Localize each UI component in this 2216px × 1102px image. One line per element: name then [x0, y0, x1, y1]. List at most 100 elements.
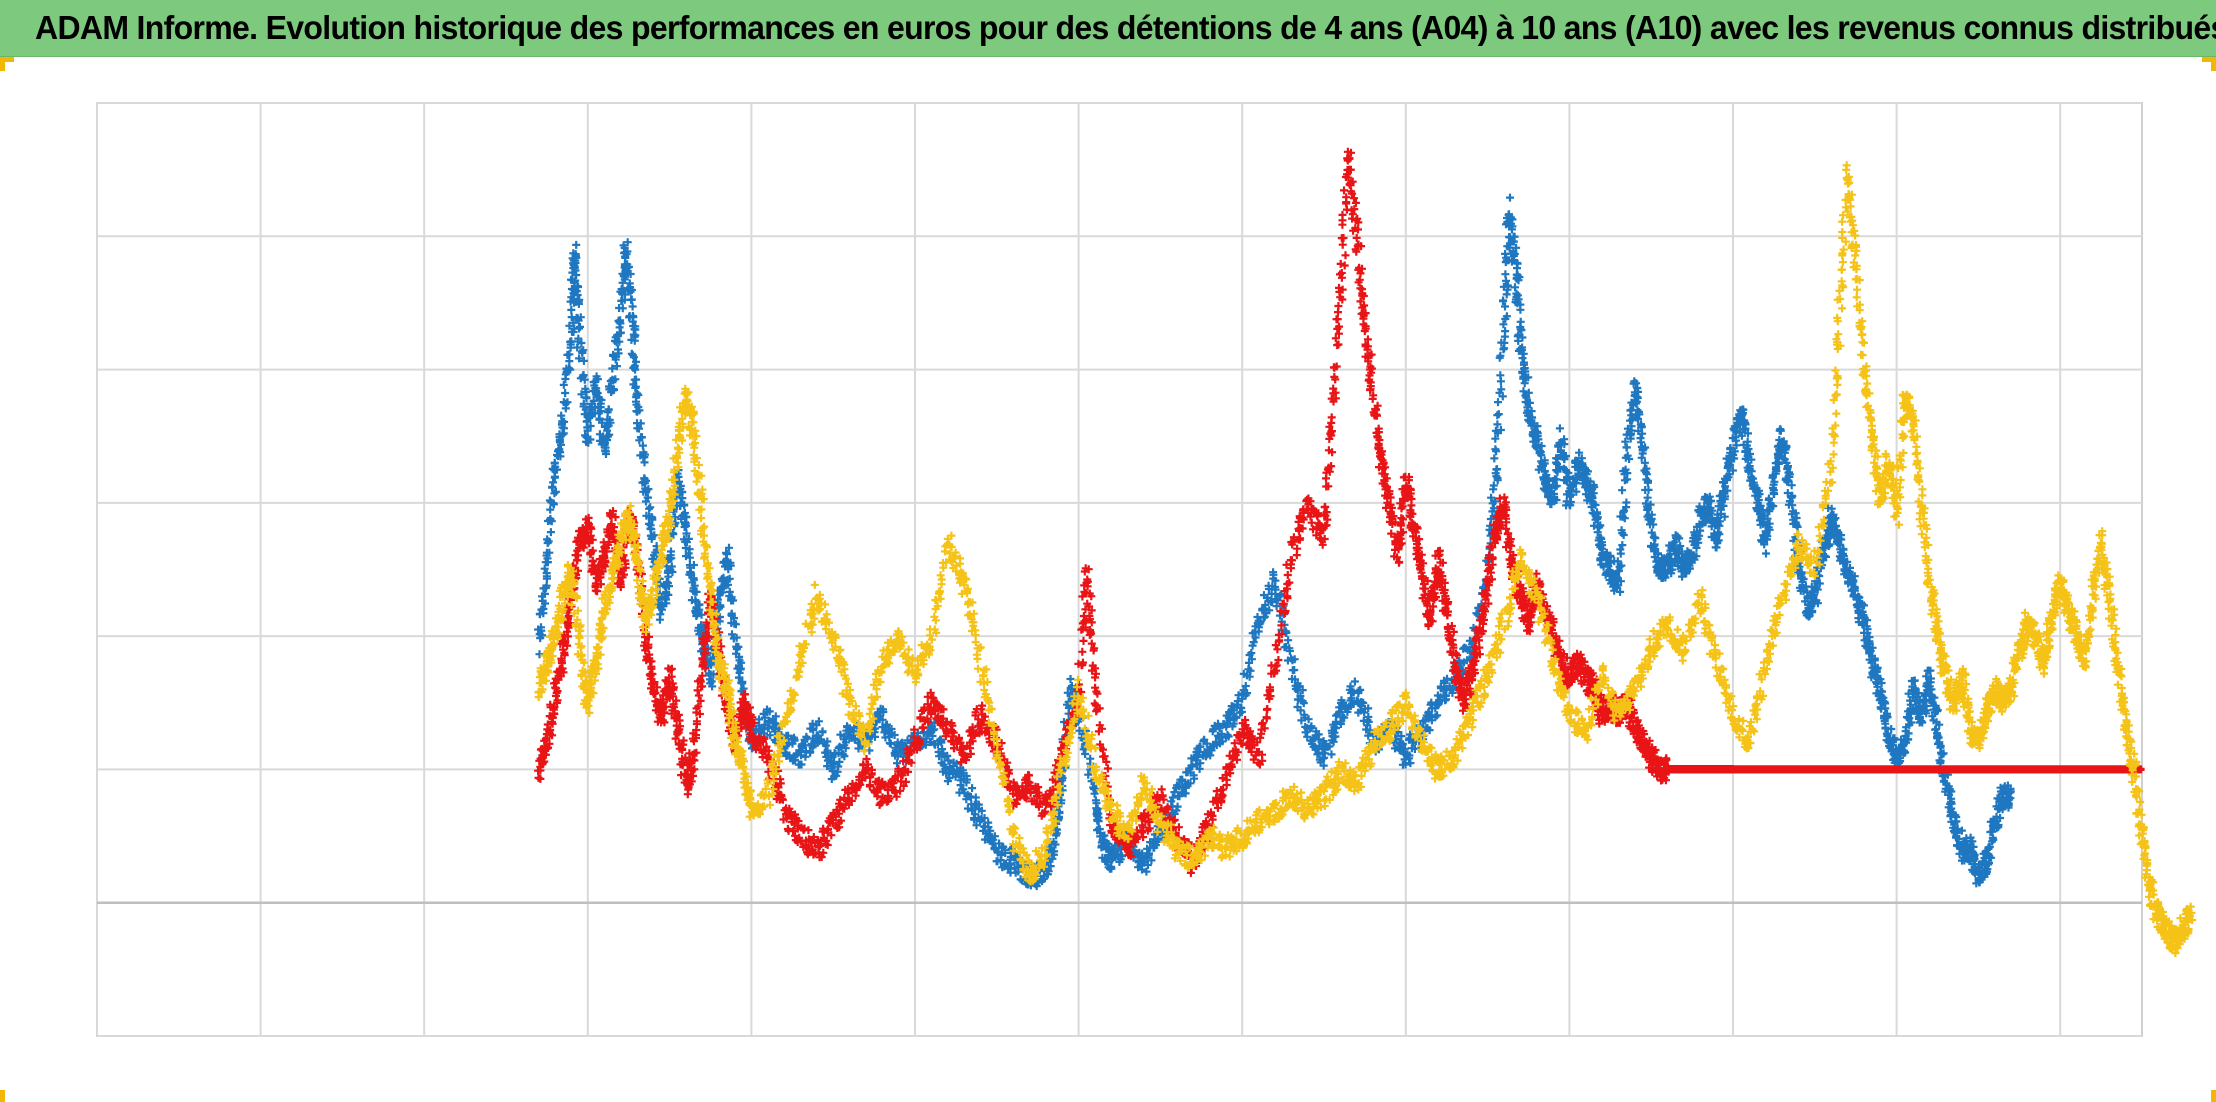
data-point: [563, 398, 572, 407]
data-point: [550, 458, 559, 467]
data-point: [631, 383, 640, 392]
data-point: [537, 626, 546, 635]
data-point: [1147, 856, 1156, 865]
data-point: [621, 290, 629, 299]
data-point: [574, 316, 583, 325]
data-point: [836, 730, 845, 739]
chart-title: ADAM Informe. Evolution historique des p…: [35, 9, 2216, 46]
data-point: [605, 382, 613, 391]
data-point: [1350, 677, 1359, 686]
data-point: [1494, 398, 1502, 407]
data-point: [642, 488, 650, 497]
data-point: [631, 365, 640, 374]
data-point: [630, 336, 639, 345]
data-point: [724, 580, 732, 589]
data-point: [579, 356, 588, 365]
data-point: [1092, 804, 1101, 813]
data-point: [760, 713, 769, 722]
data-point: [537, 605, 546, 614]
data-point: [595, 414, 604, 423]
data-point: [628, 302, 637, 311]
data-point: [567, 337, 576, 346]
data-point: [1643, 493, 1652, 502]
data-point: [645, 504, 654, 513]
data-point: [635, 424, 643, 433]
data-point: [556, 448, 565, 457]
data-point: [959, 785, 968, 794]
scatter-chart: [96, 102, 2197, 1037]
data-point: [1173, 802, 1182, 811]
data-point: [958, 766, 967, 775]
data-point: [646, 503, 655, 512]
data-point: [687, 570, 696, 579]
data-point: [1762, 549, 1770, 558]
data-point: [1712, 543, 1721, 552]
data-point: [1776, 426, 1785, 435]
data-point: [897, 748, 905, 757]
corner-accent-bottom-left: [0, 1090, 5, 1102]
data-point: [632, 357, 640, 366]
data-point: [577, 339, 586, 347]
data-point: [603, 426, 612, 435]
data-point: [1493, 465, 1501, 474]
data-point: [624, 262, 633, 271]
data-point: [998, 844, 1006, 852]
data-point: [629, 353, 638, 362]
corner-accent-top-left: [0, 57, 14, 62]
data-point: [876, 704, 885, 713]
data-point: [538, 592, 547, 601]
data-point: [546, 528, 555, 537]
data-point: [694, 691, 703, 700]
data-point: [1046, 862, 1055, 871]
data-point: [813, 731, 822, 740]
data-point: [736, 664, 745, 673]
data-point: [603, 408, 612, 417]
data-point: [1138, 865, 1146, 874]
data-point: [873, 709, 882, 718]
data-point: [692, 612, 701, 620]
data-point: [692, 587, 701, 596]
data-point: [667, 547, 675, 556]
data-point: [854, 744, 863, 753]
data-point: [963, 804, 972, 813]
data-point: [684, 549, 693, 558]
data-point: [806, 748, 814, 757]
data-point: [638, 441, 647, 450]
data-point: [790, 736, 799, 745]
data-point: [589, 396, 598, 405]
data-point: [576, 322, 584, 331]
data-marks: [534, 147, 2197, 958]
data-point: [725, 592, 734, 600]
data-point: [890, 731, 899, 739]
data-point: [558, 430, 567, 439]
data-point: [1106, 864, 1115, 873]
data-point: [656, 610, 665, 619]
data-point: [593, 375, 602, 384]
data-point: [616, 316, 625, 325]
data-point: [582, 393, 591, 402]
data-point: [678, 512, 687, 521]
data-point: [572, 253, 581, 262]
data-point: [541, 599, 549, 608]
data-point: [1091, 796, 1100, 805]
data-point: [885, 739, 894, 747]
data-point: [1765, 494, 1773, 503]
data-point: [707, 677, 716, 686]
data-point: [834, 762, 843, 771]
data-point: [597, 396, 606, 404]
data-point: [1516, 317, 1525, 326]
data-point: [632, 400, 641, 409]
data-point: [535, 650, 544, 659]
corner-accent-top-right: [2202, 57, 2216, 62]
data-point: [571, 287, 580, 296]
data-point: [1327, 750, 1336, 759]
data-point: [1496, 371, 1505, 380]
data-point: [1117, 851, 1126, 860]
data-point: [1622, 498, 1631, 507]
data-point: [797, 760, 806, 769]
data-point: [612, 362, 621, 371]
data-point: [550, 473, 559, 482]
data-point: [581, 384, 590, 393]
corner-accent-top-left-vert: [0, 57, 5, 71]
data-point: [729, 596, 738, 605]
